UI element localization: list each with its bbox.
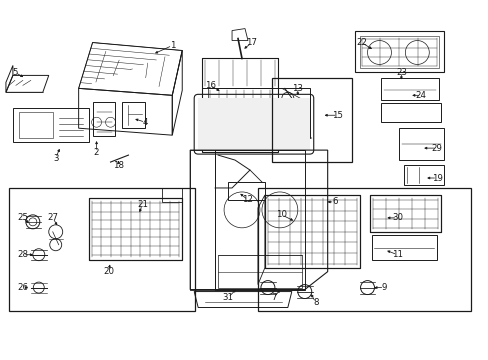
Bar (258, 188, 470, 311)
Text: 15: 15 (331, 111, 343, 120)
Bar (271, 78, 351, 162)
Text: 24: 24 (415, 91, 426, 100)
Text: 27: 27 (47, 213, 58, 222)
Bar (9, 188, 195, 311)
Text: 22: 22 (355, 38, 366, 47)
Text: 26: 26 (17, 283, 28, 292)
Text: 10: 10 (276, 210, 287, 219)
Polygon shape (198, 98, 309, 150)
Text: 1: 1 (169, 41, 175, 50)
Text: 18: 18 (113, 161, 124, 170)
Text: 6: 6 (331, 197, 337, 206)
Text: 29: 29 (431, 144, 442, 153)
Text: 2: 2 (94, 148, 99, 157)
Text: 19: 19 (431, 174, 442, 183)
Text: 21: 21 (137, 201, 147, 210)
Text: 4: 4 (142, 118, 148, 127)
Text: 7: 7 (270, 293, 276, 302)
Text: 14: 14 (269, 104, 280, 113)
Text: 23: 23 (395, 68, 406, 77)
Text: 30: 30 (391, 213, 402, 222)
Text: 16: 16 (204, 81, 215, 90)
Text: 11: 11 (391, 250, 402, 259)
Text: 3: 3 (53, 154, 59, 163)
Text: 12: 12 (242, 195, 253, 204)
Text: 13: 13 (292, 84, 303, 93)
Text: 20: 20 (103, 267, 114, 276)
Text: 17: 17 (246, 38, 257, 47)
Text: 25: 25 (17, 213, 28, 222)
Text: 31: 31 (222, 293, 233, 302)
Text: 28: 28 (17, 250, 28, 259)
Text: 8: 8 (312, 298, 318, 307)
Text: 5: 5 (12, 68, 18, 77)
Text: 9: 9 (381, 283, 386, 292)
